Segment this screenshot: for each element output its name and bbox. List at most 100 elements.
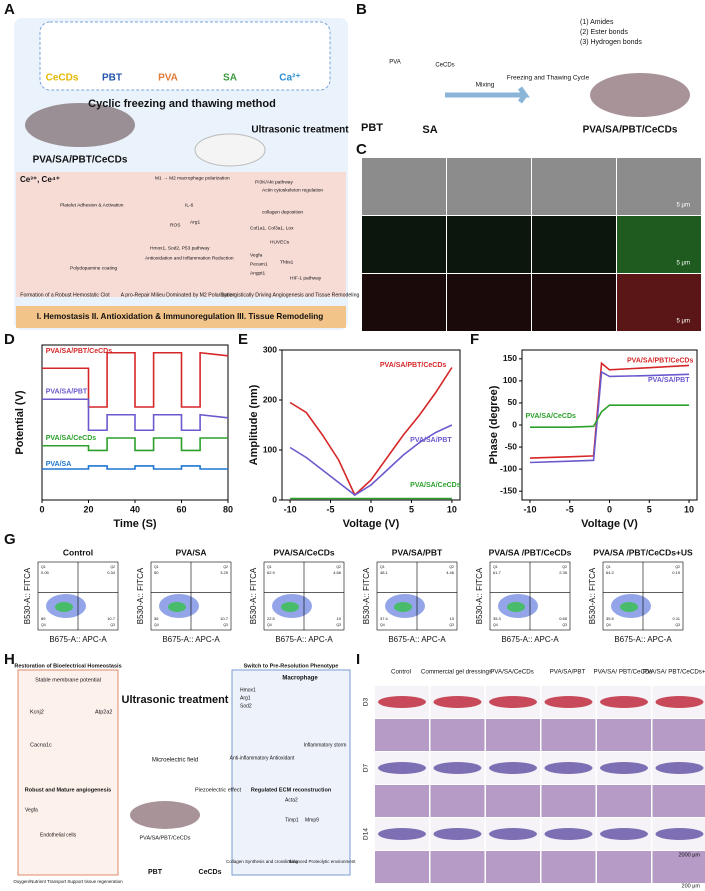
histology	[541, 719, 596, 751]
histology	[652, 785, 705, 817]
y-tick-label: 0	[272, 494, 277, 504]
series-line	[289, 367, 453, 497]
h-label: Cacna1c	[30, 742, 52, 748]
product-label: PVA/SA/PBT/CeCDs	[33, 155, 128, 166]
y-axis-label: B530-A:: FITCA	[23, 567, 32, 624]
detail-label: IL-6	[185, 202, 194, 208]
h-label: Mmp9	[305, 817, 319, 823]
quadrant-name: Q1	[154, 565, 159, 569]
panel-letter: I	[356, 651, 360, 668]
product-label: PVA/SA/PBT/CeCDs	[583, 125, 678, 136]
panel-letter: E	[238, 331, 248, 348]
micrograph	[447, 216, 531, 273]
tissue-section	[655, 828, 704, 840]
bond-label: (2) Ester bonds	[580, 29, 628, 36]
h-label: Stable membrane potential	[35, 677, 101, 683]
detail-label: Angpt1	[250, 270, 266, 276]
quadrant-name: Q3	[223, 623, 228, 627]
y-tick-label: -100	[500, 463, 517, 473]
tissue-section	[433, 828, 482, 840]
quadrant-value: 10	[450, 616, 455, 621]
material-label: Ca²⁺	[279, 73, 300, 84]
component-label: SA	[422, 124, 437, 136]
tissue-section	[433, 696, 482, 708]
h-label: PVA/SA/PBT/CeCDs	[140, 835, 191, 841]
quadrant-name: Q2	[449, 565, 454, 569]
h-label: Vegfa	[25, 807, 38, 813]
histology	[430, 719, 485, 751]
mouse	[194, 133, 266, 167]
x-axis-label: B675-A:: APC-A	[614, 635, 672, 644]
y-tick-label: 200	[263, 394, 277, 404]
series-line	[529, 404, 690, 429]
quadrant-name: Q1	[606, 565, 611, 569]
h-label: Ultrasonic treatment	[122, 694, 229, 706]
micrograph	[532, 216, 616, 273]
tissue-section	[489, 828, 537, 840]
series-label: PVA/SA/PBT	[46, 388, 88, 395]
x-tick-label: 5	[409, 504, 414, 514]
quadrant-name: Q2	[223, 565, 228, 569]
panel-letter: B	[356, 1, 367, 18]
detail-label: Hmox1, Sod2, P53 pathway	[150, 245, 210, 251]
h-label: Piezoelectric effect	[195, 787, 242, 793]
x-tick-label: 0	[607, 504, 612, 514]
y-axis-label: Phase (degree)	[488, 385, 500, 464]
h-label: Inflammatory storm	[304, 742, 347, 748]
tissue-section	[489, 762, 537, 774]
micrograph	[617, 216, 701, 273]
material-label: PBT	[102, 73, 122, 84]
series-label: PVA/SA/CeCDs	[410, 482, 461, 489]
micrograph	[532, 158, 616, 215]
y-axis-label: B530-A:: FITCA	[475, 567, 484, 624]
x-tick-label: 10	[684, 504, 694, 514]
step-label: Mixing	[476, 82, 495, 89]
x-axis-label: B675-A:: APC-A	[49, 635, 107, 644]
quadrant-name: Q2	[562, 565, 567, 569]
series-line	[42, 351, 229, 408]
flow-title: Control	[63, 547, 93, 557]
quadrant-value: 36	[154, 616, 159, 621]
detail-label: M1 → M2 macrophage polarization	[155, 175, 230, 181]
column-header: PVA/SA/ PBT/CeCDs	[593, 669, 652, 676]
quadrant-value: 22.5	[267, 616, 276, 621]
quadrant-value: 4.66	[333, 570, 342, 575]
h-label: Acta2	[285, 797, 298, 803]
x-tick-label: 20	[83, 504, 93, 514]
quadrant-value: 0.34	[107, 570, 116, 575]
component-label: CeCDs	[435, 63, 454, 69]
y-axis-label: B530-A:: FITCA	[362, 567, 371, 624]
series-label: PVA/SA/CeCDs	[526, 413, 577, 420]
column-header: Commercial gel dressings	[421, 669, 492, 676]
quadrant-value: 35.3	[493, 616, 502, 621]
micrograph	[532, 274, 616, 331]
h-label: Regulated ECM reconstruction	[251, 787, 332, 793]
cell-core	[55, 602, 73, 612]
process-label: Freezing and Thawing Cycle	[507, 75, 590, 82]
method-label: Cyclic freezing and thawing method	[88, 98, 276, 110]
column-header: PVA/SA/PBT	[550, 669, 586, 676]
stage-caption: A pro-Repair Milieu Dominated by M2 Pola…	[121, 292, 236, 298]
x-axis-label: Time (S)	[113, 518, 157, 530]
series-label: PVA/SA/PBT/CeCDs	[46, 348, 112, 355]
histology	[541, 851, 596, 883]
micrograph	[447, 158, 531, 215]
x-axis-label: B675-A:: APC-A	[388, 635, 446, 644]
tissue-section	[600, 762, 648, 774]
micrograph	[362, 158, 446, 215]
x-tick-label: 0	[368, 504, 373, 514]
histology	[486, 785, 540, 817]
x-axis-label: B675-A:: APC-A	[275, 635, 333, 644]
column-header: PVA/SA/CeCDs	[490, 669, 534, 676]
flow-title: PVA/SA/CeCDs	[273, 547, 335, 557]
quadrant-name: Q4	[41, 623, 46, 627]
micrograph	[362, 216, 446, 273]
histology	[541, 785, 596, 817]
x-tick-label: 0	[39, 504, 44, 514]
histology	[375, 851, 429, 883]
quadrant-value: 4.46	[446, 570, 455, 575]
histology	[597, 851, 651, 883]
h-label: Endothelial cells	[40, 832, 77, 838]
histology	[430, 785, 485, 817]
